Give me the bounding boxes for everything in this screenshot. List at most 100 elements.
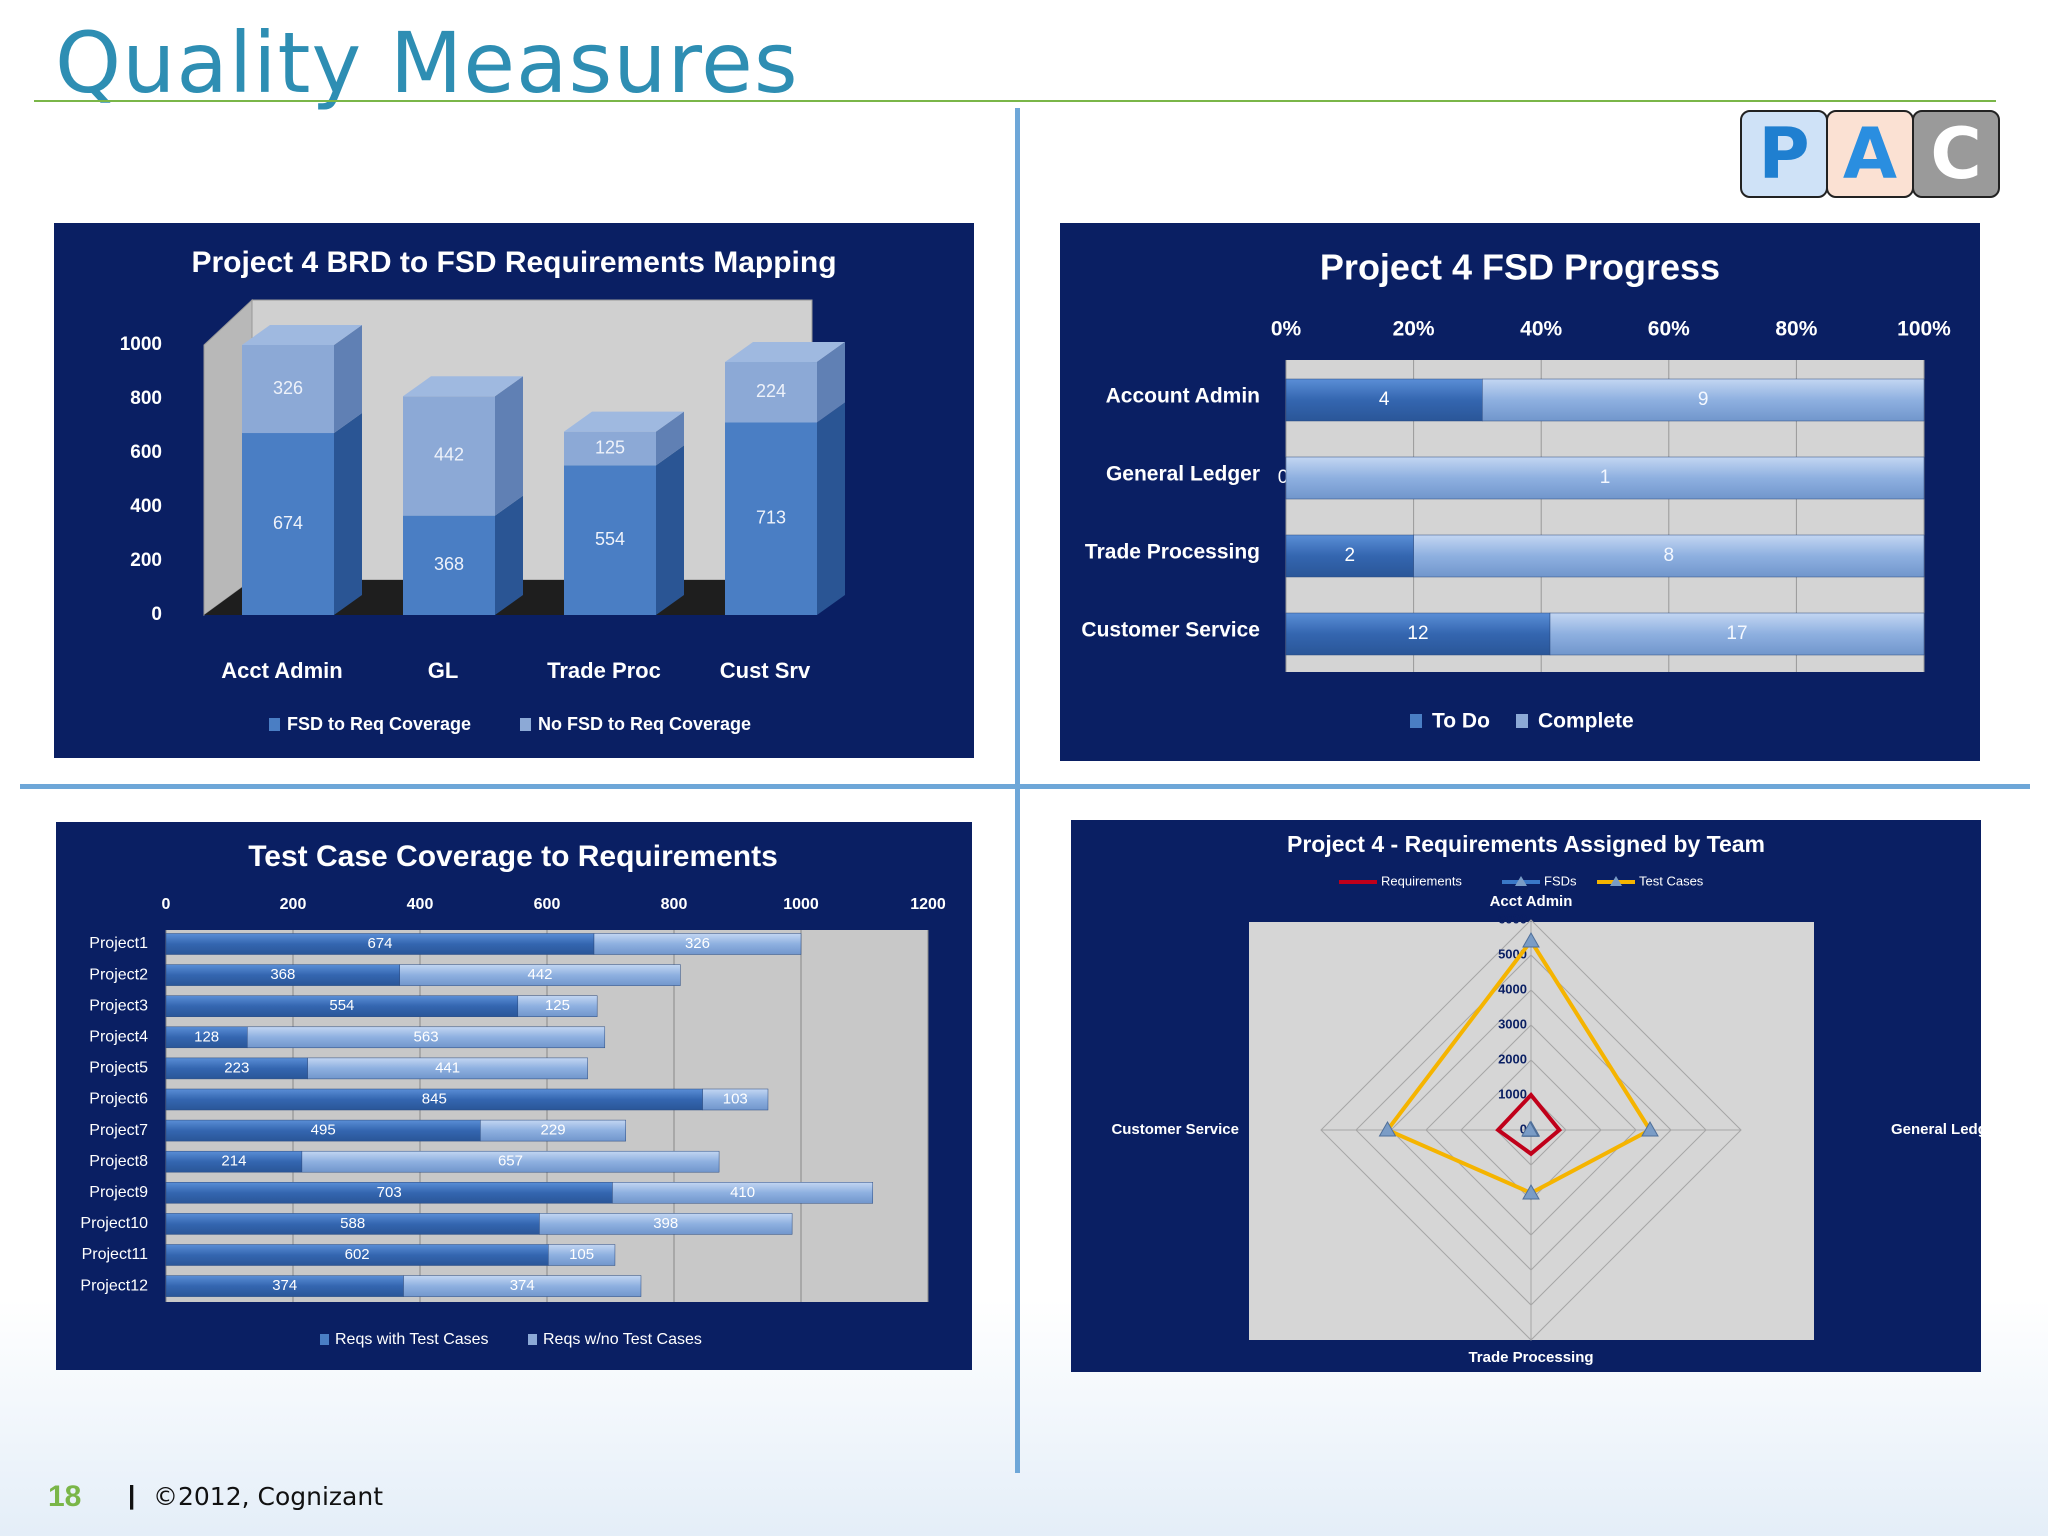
bar-segment — [247, 1026, 606, 1049]
category-label: Project6 — [89, 1091, 148, 1108]
category-label: GL — [428, 658, 459, 683]
data-label: 8 — [1664, 545, 1675, 566]
legend-swatch — [528, 1334, 537, 1345]
data-label: 495 — [311, 1122, 336, 1139]
page-number: 18 — [48, 1480, 82, 1513]
data-label: 2 — [1345, 545, 1356, 566]
category-label: Project9 — [89, 1184, 148, 1201]
y-tick-label: 1000 — [120, 334, 162, 355]
category-label: Project12 — [80, 1277, 148, 1294]
category-label: Cust Srv — [720, 658, 811, 683]
r-tick-label: 0 — [1520, 1121, 1527, 1136]
chart-title: Project 4 BRD to FSD Requirements Mappin… — [191, 246, 836, 279]
bar-top — [403, 376, 523, 397]
bar-segment — [1482, 378, 1925, 422]
bar-segment — [593, 933, 802, 955]
category-label: Project3 — [89, 997, 148, 1014]
chart-title: Project 4 FSD Progress — [1320, 247, 1720, 288]
axis-label-right: General Ledger — [1891, 1121, 1981, 1138]
y-tick-label: 200 — [130, 550, 162, 571]
data-label: 703 — [377, 1184, 402, 1201]
legend-label: FSDs — [1544, 873, 1577, 888]
test-coverage-chart-panel: Test Case Coverage to Requirements 0 200 40… — [56, 822, 972, 1370]
axis-label-top: Acct Admin — [1490, 893, 1573, 910]
title-rule — [34, 100, 1996, 102]
bar-segment — [1549, 612, 1925, 656]
bar-segment — [307, 1057, 588, 1080]
x-tick-label: 0% — [1271, 318, 1302, 341]
x-tick-label: 600 — [534, 896, 561, 913]
legend-swatch — [320, 1334, 329, 1345]
category-label: Project10 — [80, 1215, 148, 1232]
category-label: Acct Admin — [221, 658, 342, 683]
data-label: 674 — [273, 513, 303, 533]
vertical-divider — [1015, 108, 1020, 1473]
legend-swatch — [269, 718, 280, 731]
logo-tile-c: C — [1912, 110, 2000, 198]
y-tick-label: 600 — [130, 442, 162, 463]
bar-side — [495, 376, 523, 516]
data-label: 410 — [730, 1184, 755, 1201]
axis-label-bottom: Trade Processing — [1468, 1349, 1593, 1366]
data-label: 0 — [1278, 467, 1289, 488]
r-tick-label: 3000 — [1498, 1016, 1527, 1031]
data-label: 224 — [756, 381, 786, 401]
logo-tile-a: A — [1826, 110, 1914, 198]
data-label: 9 — [1698, 389, 1709, 410]
data-label: 442 — [527, 966, 552, 983]
bar-segment — [725, 422, 817, 615]
data-label: 374 — [272, 1277, 297, 1294]
brd-fsd-chart: Project 4 BRD to FSD Requirements Mappin… — [120, 246, 845, 734]
category-label: Trade Processing — [1085, 541, 1260, 564]
legend-label: Complete — [1538, 710, 1634, 733]
category-label: Project11 — [82, 1246, 149, 1263]
category-label: Project7 — [89, 1122, 148, 1139]
category-label: Project4 — [89, 1029, 148, 1046]
bar-segment — [1285, 378, 1483, 422]
bar-segment — [1285, 612, 1551, 656]
bar-segment — [548, 1244, 616, 1266]
x-tick-label: 100% — [1897, 318, 1951, 341]
data-label: 442 — [434, 445, 464, 465]
data-label: 1 — [1600, 467, 1611, 488]
legend-label: Reqs w/no Test Cases — [543, 1331, 702, 1348]
category-label: Account Admin — [1106, 385, 1260, 408]
bar-segment — [725, 362, 817, 423]
copyright: ©2012, Cognizant — [153, 1482, 384, 1511]
y-tick-label: 400 — [130, 496, 162, 517]
legend-swatch — [1516, 714, 1528, 728]
logo-letter-c: C — [1930, 113, 1982, 195]
radar-marker — [1641, 1120, 1659, 1137]
legend-label: No FSD to Req Coverage — [538, 714, 751, 734]
bar-segment — [564, 431, 656, 466]
bar-segment — [517, 995, 598, 1017]
bar-segment — [1413, 534, 1925, 578]
radar-marker — [1521, 1120, 1539, 1137]
data-label: 845 — [422, 1090, 447, 1107]
data-label: 105 — [569, 1246, 594, 1263]
horizontal-divider — [20, 784, 2030, 789]
bar-side — [334, 325, 362, 434]
r-tick-label: 6000 — [1498, 911, 1527, 926]
logo-tile-p: P — [1740, 110, 1828, 198]
data-label: 214 — [221, 1153, 246, 1170]
legend-label: Requirements — [1381, 873, 1462, 888]
test-coverage-chart: Test Case Coverage to Requirements 0 200 40… — [80, 840, 946, 1348]
data-label: 374 — [510, 1277, 535, 1294]
radar-series-line — [1495, 1091, 1563, 1157]
radar-marker — [1522, 931, 1540, 948]
legend-swatch — [1410, 714, 1422, 728]
bar-top — [242, 325, 362, 345]
data-label: 223 — [224, 1059, 249, 1076]
data-label: 4 — [1379, 389, 1390, 410]
data-label: 12 — [1407, 623, 1428, 644]
bar-side — [495, 495, 523, 615]
axis-label-left: Customer Service — [1111, 1121, 1239, 1138]
footer-separator: | — [128, 1480, 136, 1510]
data-label: 326 — [685, 935, 710, 952]
data-label: 326 — [273, 378, 303, 398]
data-label: 602 — [345, 1246, 370, 1263]
bar-segment — [480, 1119, 626, 1142]
x-tick-label: 1200 — [910, 896, 946, 913]
x-tick-label: 0 — [162, 896, 171, 913]
